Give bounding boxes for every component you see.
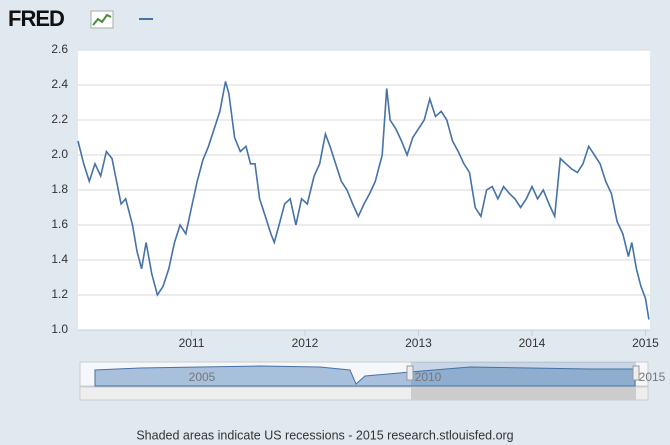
y-tick-label: 1.0 (51, 322, 68, 336)
logo: FRED (8, 6, 64, 31)
y-tick-label: 1.6 (51, 217, 68, 231)
x-tick-label: 2013 (405, 336, 432, 350)
y-tick-label: 1.4 (51, 252, 68, 266)
line (77, 81, 650, 320)
y-tick-label: 2.0 (51, 147, 68, 161)
y-tick-label: 2.6 (51, 42, 68, 56)
x-tick-label: 2015 (632, 336, 659, 350)
navigator-label: 2010 (415, 370, 442, 384)
footer: Shaded areas indicate US recessions - 20… (136, 428, 513, 442)
x-tick-label: 2011 (179, 336, 205, 350)
navigator-label: 2005 (189, 370, 216, 384)
y-tick-label: 2.2 (51, 112, 68, 126)
y-tick-label: 1.2 (51, 287, 68, 301)
logo-icon (90, 10, 114, 29)
x-tick-label: 2012 (292, 336, 319, 350)
navigator (79, 361, 649, 401)
navigator-label: 2015 (639, 370, 666, 384)
y-tick-label: 1.8 (51, 182, 68, 196)
y-tick-label: 2.4 (51, 77, 68, 91)
x-tick-label: 2014 (519, 336, 546, 350)
